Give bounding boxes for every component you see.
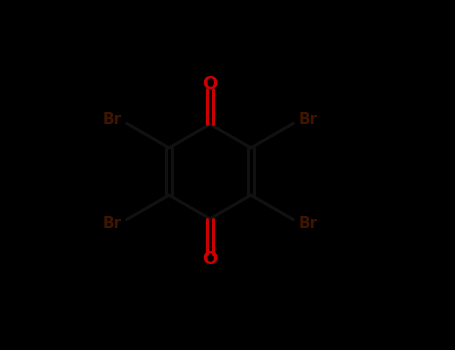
Text: Br: Br <box>298 112 318 126</box>
Text: O: O <box>202 250 217 268</box>
Text: Br: Br <box>102 112 121 126</box>
Text: Br: Br <box>298 217 318 231</box>
Text: O: O <box>202 75 217 93</box>
Text: Br: Br <box>102 217 121 231</box>
